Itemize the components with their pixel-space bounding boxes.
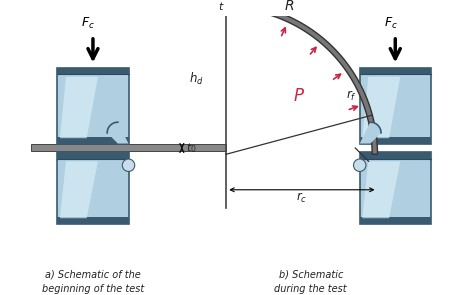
Bar xyxy=(57,153,128,159)
Text: $r_f$: $r_f$ xyxy=(346,89,356,103)
Text: b) Schematic
during the test: b) Schematic during the test xyxy=(274,270,347,294)
Text: $F_c$: $F_c$ xyxy=(82,16,95,31)
Text: $t_0$: $t_0$ xyxy=(186,141,197,155)
Bar xyxy=(31,145,226,151)
Bar xyxy=(360,68,431,144)
Bar xyxy=(360,217,431,224)
Text: a) Schematic of the
beginning of the test: a) Schematic of the beginning of the tes… xyxy=(42,270,144,294)
Polygon shape xyxy=(226,3,377,154)
Bar xyxy=(360,153,431,159)
Bar xyxy=(57,68,128,144)
Text: $h_d$: $h_d$ xyxy=(189,71,204,87)
Polygon shape xyxy=(60,161,98,218)
Bar xyxy=(57,137,128,144)
Bar xyxy=(360,68,431,74)
Bar xyxy=(57,68,128,74)
Bar xyxy=(360,137,431,144)
Text: $t$: $t$ xyxy=(219,0,225,12)
Text: $P$: $P$ xyxy=(293,87,305,105)
Circle shape xyxy=(122,159,135,171)
Polygon shape xyxy=(107,122,128,144)
Polygon shape xyxy=(362,77,400,138)
Text: $R$: $R$ xyxy=(284,0,294,13)
Polygon shape xyxy=(60,77,98,138)
Circle shape xyxy=(354,159,366,171)
Bar xyxy=(360,153,431,224)
Polygon shape xyxy=(360,122,381,144)
Bar xyxy=(57,217,128,224)
Text: $F_c$: $F_c$ xyxy=(384,16,398,31)
Text: $r_c$: $r_c$ xyxy=(296,191,308,205)
Bar xyxy=(57,153,128,224)
Polygon shape xyxy=(362,161,400,218)
